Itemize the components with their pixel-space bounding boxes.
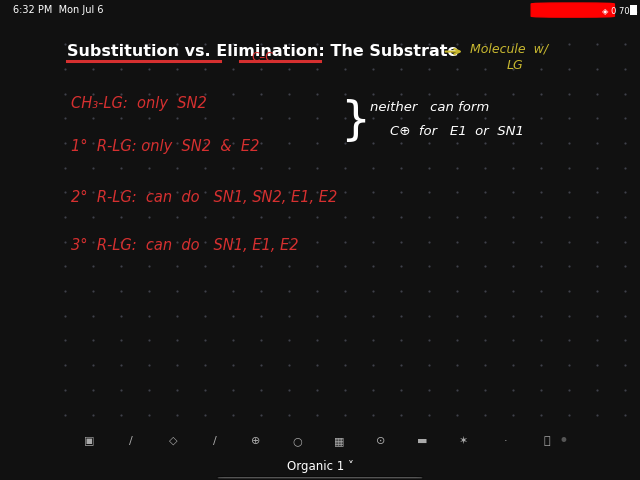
Text: C–C: C–C	[251, 50, 273, 63]
Text: ◈ 0 70%: ◈ 0 70%	[602, 6, 637, 14]
Text: LG: LG	[507, 59, 524, 72]
Text: ⊙: ⊙	[376, 436, 385, 446]
Text: 3°  R-LG:  can  do   SN1, E1, E2: 3° R-LG: can do SN1, E1, E2	[71, 238, 298, 252]
Text: Organic 1 ˅: Organic 1 ˅	[287, 460, 353, 473]
Text: ▬: ▬	[417, 436, 428, 446]
Text: ·: ·	[504, 436, 508, 446]
Text: /: /	[212, 436, 216, 446]
Text: ◇: ◇	[168, 436, 177, 446]
Text: ✶: ✶	[460, 436, 468, 446]
Text: /: /	[129, 436, 133, 446]
Text: ▣: ▣	[84, 436, 95, 446]
Bar	[630, 5, 637, 15]
Text: Substitution vs. Elimination: The Substrate: Substitution vs. Elimination: The Substr…	[67, 44, 458, 60]
Text: 1°  R-LG: only  SN2  &  E2: 1° R-LG: only SN2 & E2	[71, 139, 259, 154]
Text: C⊕  for   E1  or  SN1: C⊕ for E1 or SN1	[390, 125, 524, 138]
Text: ▦: ▦	[334, 436, 344, 446]
Text: CH₃-LG:  only  SN2: CH₃-LG: only SN2	[71, 96, 207, 111]
Text: ⊕: ⊕	[252, 436, 260, 446]
Text: ○: ○	[292, 436, 303, 446]
Text: 6:32 PM  Mon Jul 6: 6:32 PM Mon Jul 6	[13, 5, 103, 15]
Text: neither   can form: neither can form	[370, 101, 489, 114]
Text: }: }	[340, 99, 370, 144]
Text: Molecule  w/: Molecule w/	[470, 42, 548, 55]
FancyBboxPatch shape	[531, 3, 614, 17]
Text: 2°  R-LG:  can  do   SN1, SN2, E1, E2: 2° R-LG: can do SN1, SN2, E1, E2	[71, 191, 337, 205]
Text: •: •	[558, 432, 568, 450]
FancyBboxPatch shape	[218, 477, 422, 479]
Text: ⌣: ⌣	[544, 436, 550, 446]
